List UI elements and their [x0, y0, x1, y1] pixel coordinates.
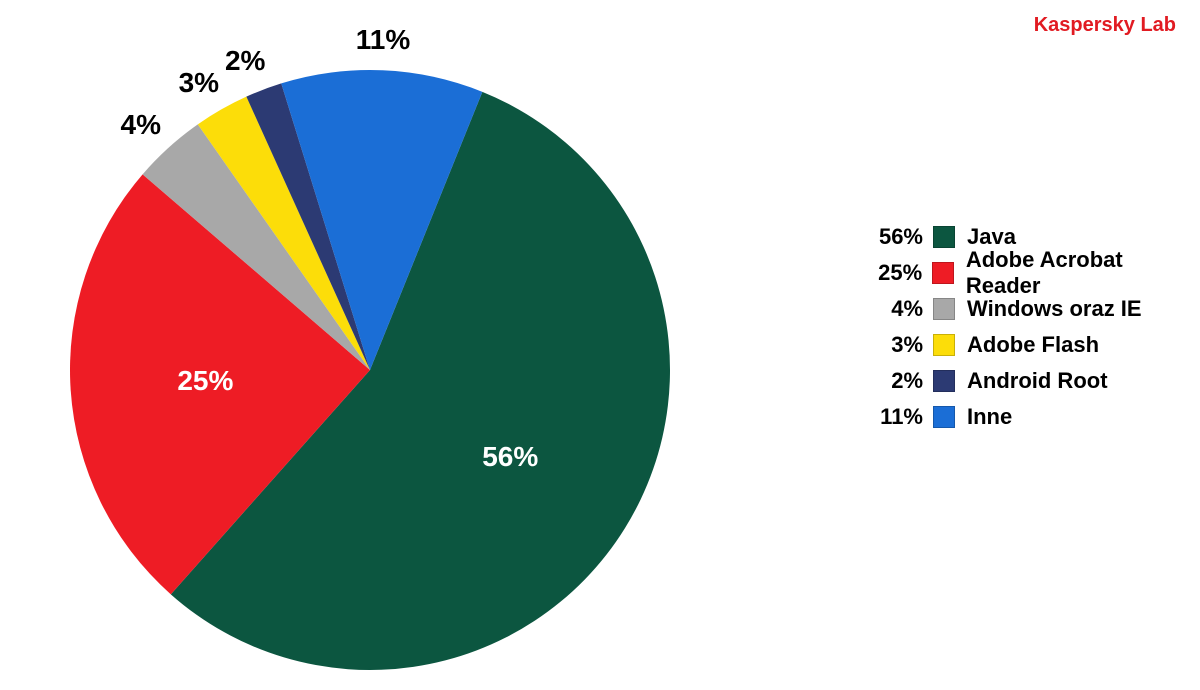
legend-swatch [933, 226, 955, 248]
legend-label: Android Root [967, 368, 1108, 394]
legend-pct: 4% [865, 296, 923, 322]
legend-label: Adobe Flash [967, 332, 1099, 358]
legend: 56%Java25%Adobe Acrobat Reader4%Windows … [865, 222, 1200, 438]
brand-label: Kaspersky Lab [1034, 14, 1176, 37]
legend-swatch [933, 334, 955, 356]
slice-label: 3% [179, 67, 219, 99]
legend-pct: 3% [865, 332, 923, 358]
legend-swatch [933, 406, 955, 428]
slice-label: 25% [177, 365, 233, 397]
legend-swatch [932, 262, 954, 284]
pie-chart: 56%25%4%3%2%11% [40, 30, 660, 650]
slice-label: 56% [482, 441, 538, 473]
legend-pct: 25% [865, 260, 922, 286]
legend-swatch [933, 370, 955, 392]
legend-label: Inne [967, 404, 1012, 430]
legend-row: 25%Adobe Acrobat Reader [865, 258, 1200, 288]
legend-row: 11% Inne [865, 402, 1200, 432]
legend-row: 2% Android Root [865, 366, 1200, 396]
legend-label: Adobe Acrobat Reader [966, 247, 1200, 299]
slice-label: 4% [121, 109, 161, 141]
legend-pct: 11% [865, 404, 923, 430]
legend-pct: 2% [865, 368, 923, 394]
slice-label: 2% [225, 45, 265, 77]
legend-row: 3% Adobe Flash [865, 330, 1200, 360]
legend-label: Windows oraz IE [967, 296, 1142, 322]
legend-swatch [933, 298, 955, 320]
legend-pct: 56% [865, 224, 923, 250]
slice-label: 11% [356, 24, 411, 56]
